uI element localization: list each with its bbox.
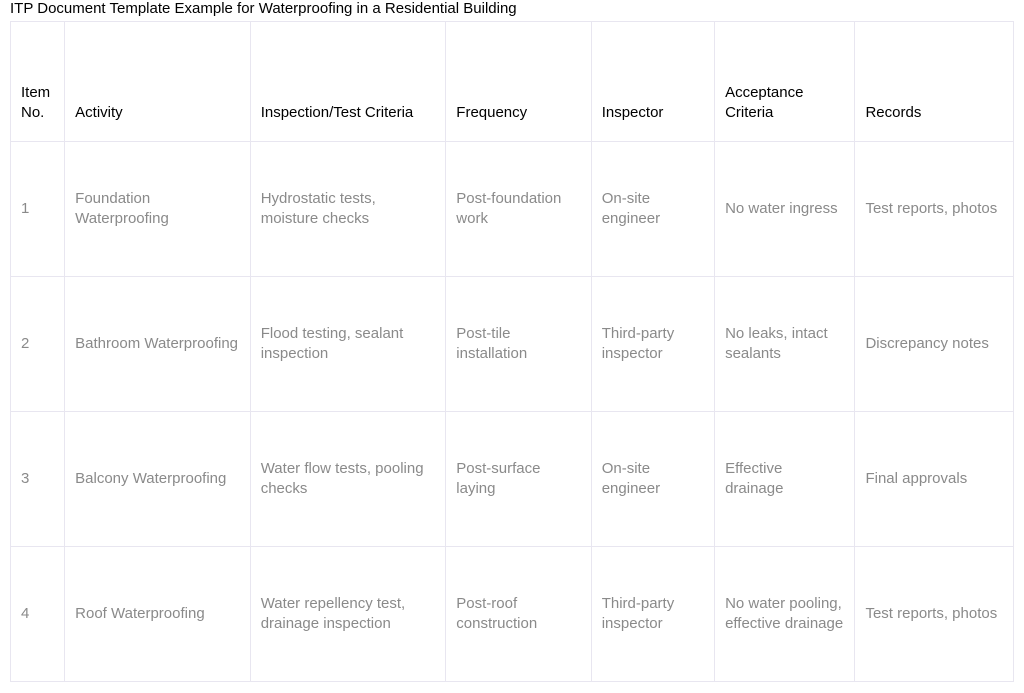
cell-inspector: On-site engineer — [591, 142, 714, 277]
itp-table: Item No. Activity Inspection/Test Criter… — [10, 21, 1014, 682]
cell-inspector: Third-party inspector — [591, 547, 714, 682]
table-row: 3 Balcony Waterproofing Water flow tests… — [11, 412, 1014, 547]
cell-records: Final approvals — [855, 412, 1014, 547]
cell-frequency: Post-tile installation — [446, 277, 591, 412]
col-header-inspection-criteria: Inspection/Test Criteria — [250, 22, 446, 142]
cell-item-no: 4 — [11, 547, 65, 682]
cell-frequency: Post-roof construction — [446, 547, 591, 682]
cell-records: Discrepancy notes — [855, 277, 1014, 412]
cell-inspection-criteria: Water flow tests, pooling checks — [250, 412, 446, 547]
cell-frequency: Post-foundation work — [446, 142, 591, 277]
cell-activity: Roof Waterproofing — [65, 547, 251, 682]
cell-item-no: 3 — [11, 412, 65, 547]
col-header-inspector: Inspector — [591, 22, 714, 142]
cell-inspection-criteria: Water repellency test, drainage inspecti… — [250, 547, 446, 682]
cell-item-no: 1 — [11, 142, 65, 277]
cell-inspection-criteria: Hydrostatic tests, moisture checks — [250, 142, 446, 277]
cell-acceptance-criteria: No water ingress — [715, 142, 855, 277]
table-header-row: Item No. Activity Inspection/Test Criter… — [11, 22, 1014, 142]
table-body: 1 Foundation Waterproofing Hydrostatic t… — [11, 142, 1014, 682]
cell-activity: Foundation Waterproofing — [65, 142, 251, 277]
cell-inspection-criteria: Flood testing, sealant inspection — [250, 277, 446, 412]
table-row: 2 Bathroom Waterproofing Flood testing, … — [11, 277, 1014, 412]
table-row: 4 Roof Waterproofing Water repellency te… — [11, 547, 1014, 682]
col-header-records: Records — [855, 22, 1014, 142]
col-header-item-no: Item No. — [11, 22, 65, 142]
cell-item-no: 2 — [11, 277, 65, 412]
cell-activity: Balcony Waterproofing — [65, 412, 251, 547]
col-header-frequency: Frequency — [446, 22, 591, 142]
col-header-activity: Activity — [65, 22, 251, 142]
cell-acceptance-criteria: Effective drainage — [715, 412, 855, 547]
cell-activity: Bathroom Waterproofing — [65, 277, 251, 412]
cell-inspector: On-site engineer — [591, 412, 714, 547]
col-header-acceptance-criteria: Acceptance Criteria — [715, 22, 855, 142]
cell-acceptance-criteria: No water pooling, effective drainage — [715, 547, 855, 682]
page-title: ITP Document Template Example for Waterp… — [0, 0, 1024, 21]
cell-records: Test reports, photos — [855, 547, 1014, 682]
cell-records: Test reports, photos — [855, 142, 1014, 277]
cell-acceptance-criteria: No leaks, intact sealants — [715, 277, 855, 412]
cell-frequency: Post-surface laying — [446, 412, 591, 547]
table-row: 1 Foundation Waterproofing Hydrostatic t… — [11, 142, 1014, 277]
cell-inspector: Third-party inspector — [591, 277, 714, 412]
